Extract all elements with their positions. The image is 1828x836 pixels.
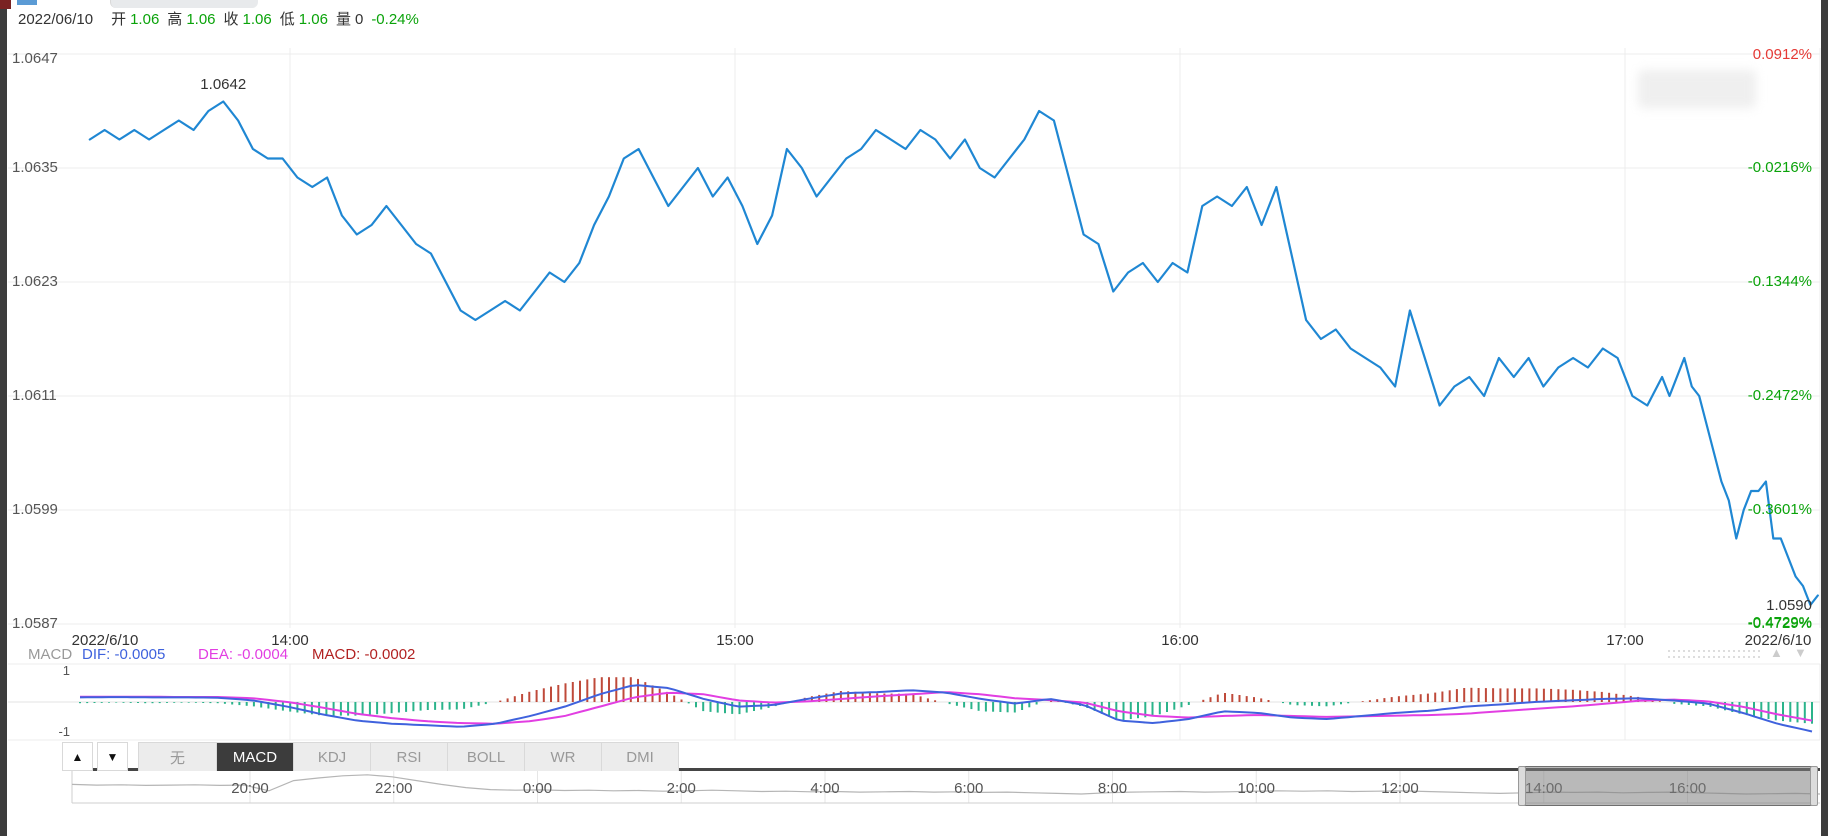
x-axis-time-label: 16:00 xyxy=(1161,632,1199,649)
quote-field-label: 开 xyxy=(111,11,127,28)
navigator-time-label: 10:00 xyxy=(1237,780,1276,797)
y-axis-price-label: 1.0647 xyxy=(12,50,58,67)
last-change-percent-label: -0.4729% xyxy=(1747,614,1812,631)
browser-fragment-red-icon xyxy=(0,0,11,9)
browser-fragment-blue-tab xyxy=(17,0,37,5)
navigator-selection[interactable] xyxy=(1518,766,1818,806)
y-axis-percent-label: -0.1344% xyxy=(1747,273,1812,290)
macd-dea-line xyxy=(80,691,1813,725)
y-axis-price-label: 1.0599 xyxy=(12,501,58,518)
navigator-top-border xyxy=(62,768,1820,771)
macd-axis-bottom-label: -1 xyxy=(58,724,70,739)
quote-change-percent: -0.24% xyxy=(371,11,419,28)
indicator-tab-kdj[interactable]: KDJ xyxy=(293,743,370,771)
indicator-scroll-down-button[interactable]: ▼ xyxy=(97,742,128,771)
indicator-tab-rsi[interactable]: RSI xyxy=(370,743,447,771)
macd-axis-top-label: 1 xyxy=(62,663,70,678)
quote-field-value: 1.06 xyxy=(298,11,328,28)
y-axis-price-label: 1.0623 xyxy=(12,273,58,290)
navigator-handle-right[interactable] xyxy=(1809,766,1818,806)
navigator-time-label: 12:00 xyxy=(1381,780,1419,797)
last-price-label: 1.0590 xyxy=(1766,597,1812,614)
quote-field-label: 高 xyxy=(167,11,183,28)
navigator-time-label: 4:00 xyxy=(810,780,840,797)
quote-field-value: 0 xyxy=(354,11,364,28)
quote-fields: 开 1.06 高 1.06 收 1.06 低 1.06 量 0 xyxy=(103,11,363,28)
y-axis-percent-label: -0.4729% xyxy=(1747,615,1812,632)
macd-dif-value: DIF: -0.0005 xyxy=(82,646,166,663)
indicator-tab-dmi[interactable]: DMI xyxy=(601,743,678,771)
navigator-time-label: 20:00 xyxy=(231,780,269,797)
x-axis-time-label: 15:00 xyxy=(716,632,754,649)
quote-field-label: 收 xyxy=(223,11,239,28)
macd-macd-value: MACD: -0.0002 xyxy=(312,646,416,663)
navigator-time-label: 2:00 xyxy=(666,780,696,797)
macd-dif-line xyxy=(79,684,1813,733)
quote-summary-bar: 2022/06/10 开 1.06 高 1.06 收 1.06 低 1.06 量 0 -0.24% xyxy=(18,8,419,28)
macd-panel-label: MACD xyxy=(28,646,73,663)
window-edge-left xyxy=(0,0,7,836)
y-axis-percent-label: -0.0216% xyxy=(1747,159,1812,176)
indicator-tab-none[interactable]: 无 xyxy=(139,743,216,771)
peak-price-annotation: 1.0642 xyxy=(200,75,247,93)
watermark-blur xyxy=(1638,70,1756,108)
indicator-tab-macd[interactable]: MACD xyxy=(216,743,293,771)
y-axis-price-label: 1.0611 xyxy=(12,387,57,404)
quote-field-value: 1.06 xyxy=(186,11,216,28)
x-axis-time-label: 14:00 xyxy=(271,632,309,649)
y-axis-percent-label: -0.2472% xyxy=(1747,387,1812,404)
window-edge-right xyxy=(1821,0,1828,836)
quote-date: 2022/06/10 xyxy=(18,11,94,28)
x-axis-time-label: 2022/6/10 xyxy=(1744,632,1812,649)
navigator-time-label: 22:00 xyxy=(374,780,413,797)
pager-up-icon[interactable]: ▲ xyxy=(1770,645,1783,660)
indicator-tab-wr[interactable]: WR xyxy=(524,743,601,771)
navigator-time-label: 0:00 xyxy=(522,780,553,797)
y-axis-price-label: 1.0587 xyxy=(12,615,58,632)
y-axis-percent-label: 0.0912% xyxy=(1752,46,1812,63)
x-axis-time-label: 17:00 xyxy=(1606,632,1644,649)
indicator-scroll-up-button[interactable]: ▲ xyxy=(62,742,93,771)
navigator-time-label: 6:00 xyxy=(954,780,984,797)
macd-dea-value: DEA: -0.0004 xyxy=(198,646,289,663)
pager-dots-track xyxy=(1668,649,1762,658)
navigator-time-label: 8:00 xyxy=(1097,780,1128,797)
indicator-tab-boll[interactable]: BOLL xyxy=(447,743,524,771)
quote-field-label: 低 xyxy=(279,11,295,28)
browser-fragment-gray-tab xyxy=(110,0,258,8)
y-axis-price-label: 1.0635 xyxy=(12,159,58,176)
price-line xyxy=(88,100,1819,607)
pager-down-icon[interactable]: ▼ xyxy=(1794,645,1807,660)
quote-field-value: 1.06 xyxy=(242,11,272,28)
x-axis-time-label: 2022/6/10 xyxy=(71,632,139,649)
quote-field-value: 1.06 xyxy=(130,11,160,28)
navigator-handle-left[interactable] xyxy=(1518,766,1527,806)
indicator-tabs: 无 MACD KDJ RSI BOLL WR DMI xyxy=(138,742,679,771)
y-axis-percent-label: -0.3601% xyxy=(1747,501,1812,518)
quote-field-label: 量 xyxy=(335,11,351,28)
indicator-tab-bar: ▲ ▼ 无 MACD KDJ RSI BOLL WR DMI xyxy=(62,742,679,771)
